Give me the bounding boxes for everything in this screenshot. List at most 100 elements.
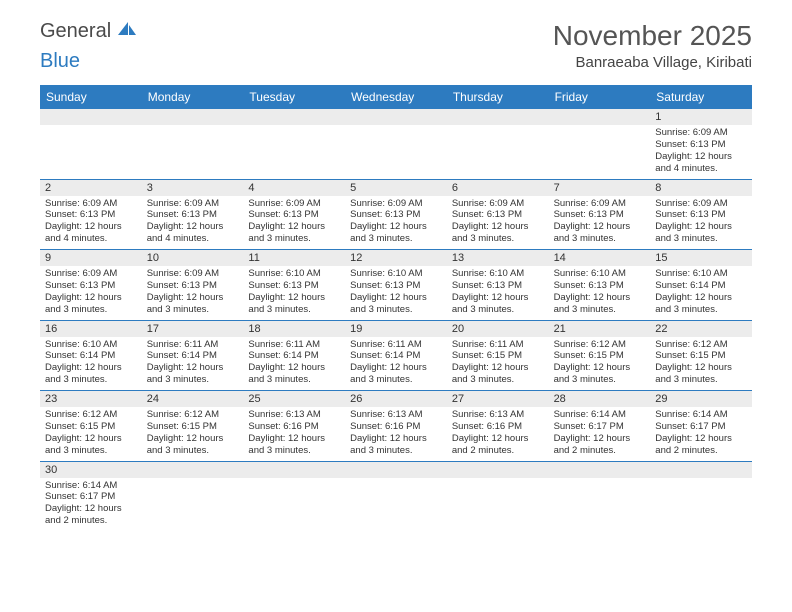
sunrise-text: Sunrise: 6:12 AM [554, 339, 646, 351]
day-number: 27 [447, 391, 549, 407]
day-number: 20 [447, 321, 549, 337]
day-number [142, 109, 244, 125]
day-number: 8 [650, 180, 752, 196]
sunrise-text: Sunrise: 6:09 AM [350, 198, 442, 210]
sunrise-text: Sunrise: 6:11 AM [452, 339, 544, 351]
sunrise-text: Sunrise: 6:09 AM [248, 198, 340, 210]
day-number: 16 [40, 321, 142, 337]
day-number: 9 [40, 250, 142, 266]
sunrise-text: Sunrise: 6:10 AM [45, 339, 137, 351]
day-number: 7 [549, 180, 651, 196]
daylight-text: Daylight: 12 hours and 3 minutes. [45, 292, 137, 316]
daylight-text: Daylight: 12 hours and 3 minutes. [147, 433, 239, 457]
daylight-text: Daylight: 12 hours and 3 minutes. [452, 362, 544, 386]
sunset-text: Sunset: 6:13 PM [45, 209, 137, 221]
weekday-header: Wednesday [345, 85, 447, 109]
sunrise-text: Sunrise: 6:09 AM [45, 198, 137, 210]
daylight-text: Daylight: 12 hours and 4 minutes. [655, 151, 747, 175]
day-cell: Sunrise: 6:10 AMSunset: 6:13 PMDaylight:… [447, 266, 549, 320]
daylight-text: Daylight: 12 hours and 4 minutes. [147, 221, 239, 245]
calendar-body: 1Sunrise: 6:09 AMSunset: 6:13 PMDaylight… [40, 109, 752, 531]
sunset-text: Sunset: 6:16 PM [452, 421, 544, 433]
sunrise-text: Sunrise: 6:14 AM [45, 480, 137, 492]
calendar-week: 2345678Sunrise: 6:09 AMSunset: 6:13 PMDa… [40, 180, 752, 251]
sunrise-text: Sunrise: 6:14 AM [655, 409, 747, 421]
title-block: November 2025 Banraeaba Village, Kiribat… [553, 20, 752, 71]
day-cell: Sunrise: 6:09 AMSunset: 6:13 PMDaylight:… [345, 196, 447, 250]
page-title: November 2025 [553, 20, 752, 52]
logo-text-1: General [40, 20, 111, 43]
sunset-text: Sunset: 6:16 PM [350, 421, 442, 433]
daylight-text: Daylight: 12 hours and 3 minutes. [554, 292, 646, 316]
day-cell: Sunrise: 6:14 AMSunset: 6:17 PMDaylight:… [40, 478, 142, 532]
sunset-text: Sunset: 6:13 PM [655, 209, 747, 221]
sunrise-text: Sunrise: 6:10 AM [655, 268, 747, 280]
daylight-text: Daylight: 12 hours and 2 minutes. [45, 503, 137, 527]
weekday-header: Tuesday [243, 85, 345, 109]
sunset-text: Sunset: 6:13 PM [45, 280, 137, 292]
sunrise-text: Sunrise: 6:13 AM [452, 409, 544, 421]
daylight-text: Daylight: 12 hours and 3 minutes. [248, 362, 340, 386]
day-cell: Sunrise: 6:14 AMSunset: 6:17 PMDaylight:… [650, 407, 752, 461]
day-number [142, 462, 244, 478]
weekday-header: Friday [549, 85, 651, 109]
calendar-week: 23242526272829Sunrise: 6:12 AMSunset: 6:… [40, 391, 752, 462]
sunset-text: Sunset: 6:13 PM [554, 209, 646, 221]
daylight-text: Daylight: 12 hours and 3 minutes. [350, 292, 442, 316]
day-cell: Sunrise: 6:09 AMSunset: 6:13 PMDaylight:… [142, 266, 244, 320]
sail-icon [116, 20, 138, 43]
day-cell: Sunrise: 6:09 AMSunset: 6:13 PMDaylight:… [40, 266, 142, 320]
day-number: 6 [447, 180, 549, 196]
day-cell [142, 125, 244, 179]
day-cell [447, 125, 549, 179]
sunset-text: Sunset: 6:15 PM [147, 421, 239, 433]
day-cell [243, 125, 345, 179]
sunset-text: Sunset: 6:15 PM [452, 350, 544, 362]
day-number [345, 109, 447, 125]
sunset-text: Sunset: 6:17 PM [554, 421, 646, 433]
daylight-text: Daylight: 12 hours and 3 minutes. [248, 433, 340, 457]
day-number: 18 [243, 321, 345, 337]
day-number: 24 [142, 391, 244, 407]
day-cell: Sunrise: 6:14 AMSunset: 6:17 PMDaylight:… [549, 407, 651, 461]
day-cell: Sunrise: 6:13 AMSunset: 6:16 PMDaylight:… [447, 407, 549, 461]
sunset-text: Sunset: 6:13 PM [452, 280, 544, 292]
sunrise-text: Sunrise: 6:11 AM [248, 339, 340, 351]
calendar-week: 9101112131415Sunrise: 6:09 AMSunset: 6:1… [40, 250, 752, 321]
day-cell [549, 125, 651, 179]
sunrise-text: Sunrise: 6:09 AM [45, 268, 137, 280]
location-label: Banraeaba Village, Kiribati [553, 54, 752, 71]
day-number: 12 [345, 250, 447, 266]
day-number [345, 462, 447, 478]
day-number: 15 [650, 250, 752, 266]
day-number [650, 462, 752, 478]
day-number: 19 [345, 321, 447, 337]
sunrise-text: Sunrise: 6:10 AM [350, 268, 442, 280]
sunset-text: Sunset: 6:15 PM [554, 350, 646, 362]
header: General November 2025 Banraeaba Village,… [0, 0, 792, 79]
sunset-text: Sunset: 6:13 PM [452, 209, 544, 221]
day-cell: Sunrise: 6:09 AMSunset: 6:13 PMDaylight:… [549, 196, 651, 250]
day-cell [345, 125, 447, 179]
sunrise-text: Sunrise: 6:10 AM [248, 268, 340, 280]
sunrise-text: Sunrise: 6:13 AM [248, 409, 340, 421]
day-number: 29 [650, 391, 752, 407]
sunrise-text: Sunrise: 6:09 AM [452, 198, 544, 210]
daylight-text: Daylight: 12 hours and 3 minutes. [452, 221, 544, 245]
day-cell: Sunrise: 6:09 AMSunset: 6:13 PMDaylight:… [243, 196, 345, 250]
day-cell: Sunrise: 6:09 AMSunset: 6:13 PMDaylight:… [650, 125, 752, 179]
day-cell: Sunrise: 6:10 AMSunset: 6:14 PMDaylight:… [40, 337, 142, 391]
daylight-text: Daylight: 12 hours and 3 minutes. [248, 221, 340, 245]
sunset-text: Sunset: 6:13 PM [248, 280, 340, 292]
day-cell: Sunrise: 6:13 AMSunset: 6:16 PMDaylight:… [345, 407, 447, 461]
calendar-week: 16171819202122Sunrise: 6:10 AMSunset: 6:… [40, 321, 752, 392]
day-number [549, 109, 651, 125]
day-number: 22 [650, 321, 752, 337]
day-number [447, 462, 549, 478]
daylight-text: Daylight: 12 hours and 3 minutes. [350, 433, 442, 457]
daylight-text: Daylight: 12 hours and 3 minutes. [350, 362, 442, 386]
sunset-text: Sunset: 6:13 PM [350, 209, 442, 221]
day-cell: Sunrise: 6:09 AMSunset: 6:13 PMDaylight:… [650, 196, 752, 250]
sunset-text: Sunset: 6:13 PM [350, 280, 442, 292]
day-number: 2 [40, 180, 142, 196]
